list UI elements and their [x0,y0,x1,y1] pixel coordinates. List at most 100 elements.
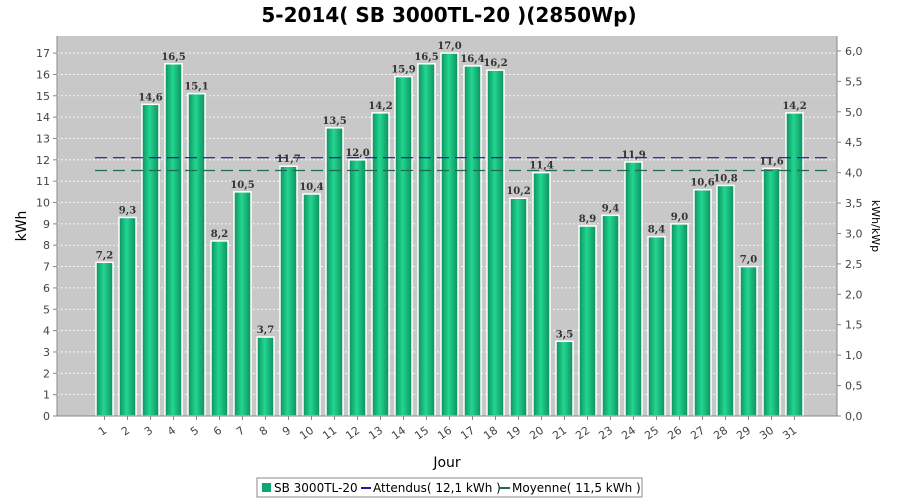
value-label-day-13: 14,2 [368,101,392,112]
legend-label-attendus: Attendus( 12,1 kWh ) [373,481,501,495]
value-label-day-23: 9,4 [602,203,619,214]
bar-day-28 [716,184,735,417]
y2-tick-label: 3,0 [845,227,863,240]
bar-day-29 [739,265,758,417]
value-label-day-27: 10,6 [690,178,714,189]
y-tick-label: 9 [43,218,50,231]
value-label-day-2: 9,3 [119,205,136,216]
value-labels: 7,2 9,3 14,6 16,5 15,1 8,2 10,5 3,7 11,7 10,4 13,5… [96,41,807,340]
y-tick-label: 2 [43,367,50,380]
y-tick-label: 7 [43,261,50,274]
x-tick-label-21: 21 [550,424,569,443]
y-tick-label: 4 [43,325,50,338]
value-label-day-9: 11,7 [276,154,300,165]
value-label-day-22: 8,9 [579,214,596,225]
x-axis-label: Jour [432,455,461,471]
value-label-day-12: 12,0 [345,148,369,159]
x-tick-label-19: 19 [504,424,523,443]
y2-tick-label: 5,5 [845,75,863,88]
y2-tick-label: 3,5 [845,197,863,210]
bar-day-30 [762,167,781,417]
value-label-day-18: 16,2 [483,58,507,69]
y-tick-label: 11 [36,175,50,188]
x-axis-ticks: 1 2 3 4 5 6 7 8 9 10 11 12 13 14 15 16 17 18 19 20 21 22 23 24 2… [96,416,799,442]
value-label-day-17: 16,4 [460,54,484,65]
value-label-day-6: 8,2 [211,229,228,240]
y2-tick-label: 4,0 [845,167,863,180]
y-axis-label: kWh [14,211,30,242]
bar-day-7 [233,191,252,417]
x-tick-label-14: 14 [389,424,408,443]
x-tick-label-7: 7 [234,424,247,439]
bar-day-4 [164,63,183,417]
value-label-day-28: 10,8 [713,173,737,184]
x-tick-label-16: 16 [435,424,454,443]
x-tick-label-26: 26 [665,424,684,443]
y-tick-label: 15 [36,90,50,103]
x-tick-label-29: 29 [734,424,753,443]
value-label-day-16: 17,0 [437,41,461,52]
x-tick-label-28: 28 [711,424,730,443]
y2-tick-label: 6,0 [845,45,863,58]
y-tick-label: 17 [36,47,50,60]
value-label-day-26: 9,0 [671,212,688,223]
bar-day-19 [509,197,528,417]
reference-lines [95,157,827,172]
bar-day-6 [210,240,229,417]
bar-day-9 [279,165,298,417]
bar-day-21 [555,340,574,417]
x-tick-label-13: 13 [366,424,385,443]
bar-day-20 [532,171,551,417]
bar-day-24 [624,161,643,417]
bar-day-10 [302,193,321,417]
y-tick-label: 1 [43,389,50,402]
bar-day-5 [187,92,206,417]
y-tick-label: 12 [36,154,50,167]
bar-day-18 [486,69,505,417]
legend-swatch-bars [262,483,271,492]
value-label-day-8: 3,7 [257,325,274,336]
x-tick-label-20: 20 [527,424,546,443]
bar-day-26 [670,223,689,417]
y-tick-label: 3 [43,346,50,359]
x-tick-label-24: 24 [619,424,638,443]
bar-day-15 [417,63,436,417]
value-label-day-4: 16,5 [161,52,185,63]
x-tick-label-3: 3 [142,424,155,439]
y2-tick-label: 1,5 [845,319,863,332]
bar-day-17 [463,65,482,417]
y-tick-label: 14 [36,111,50,124]
x-tick-label-1: 1 [96,424,109,439]
y2-tick-label: 1,0 [845,349,863,362]
value-label-day-20: 11,4 [529,161,553,172]
chart-title: 5-2014( SB 3000TL-20 )(2850Wp) [261,3,636,27]
x-tick-label-25: 25 [642,424,661,443]
x-tick-label-4: 4 [165,424,178,439]
legend: SB 3000TL-20 Attendus( 12,1 kWh ) Moyenn… [256,477,643,498]
bar-day-31 [785,112,804,417]
y-tick-label: 6 [43,282,50,295]
y2-tick-label: 4,5 [845,136,863,149]
value-label-day-15: 16,5 [414,52,438,63]
y-tick-label: 16 [36,68,50,81]
x-tick-label-10: 10 [297,424,316,443]
x-tick-label-27: 27 [688,424,707,443]
value-label-day-19: 10,2 [506,186,530,197]
y2-tick-label: 2,0 [845,288,863,301]
bar-day-13 [371,112,390,417]
x-tick-label-18: 18 [481,424,500,443]
y2-tick-label: 0,5 [845,380,863,393]
y2-tick-label: 5,0 [845,106,863,119]
x-tick-label-31: 31 [780,424,799,443]
y-tick-label: 0 [43,410,50,423]
bar-day-14 [394,75,413,417]
bar-day-2 [118,216,137,417]
value-label-day-14: 15,9 [391,65,415,76]
value-label-day-24: 11,9 [621,150,645,161]
value-label-day-3: 14,6 [138,92,162,103]
value-label-day-7: 10,5 [230,180,254,191]
bar-day-23 [601,214,620,417]
x-tick-label-23: 23 [596,424,615,443]
